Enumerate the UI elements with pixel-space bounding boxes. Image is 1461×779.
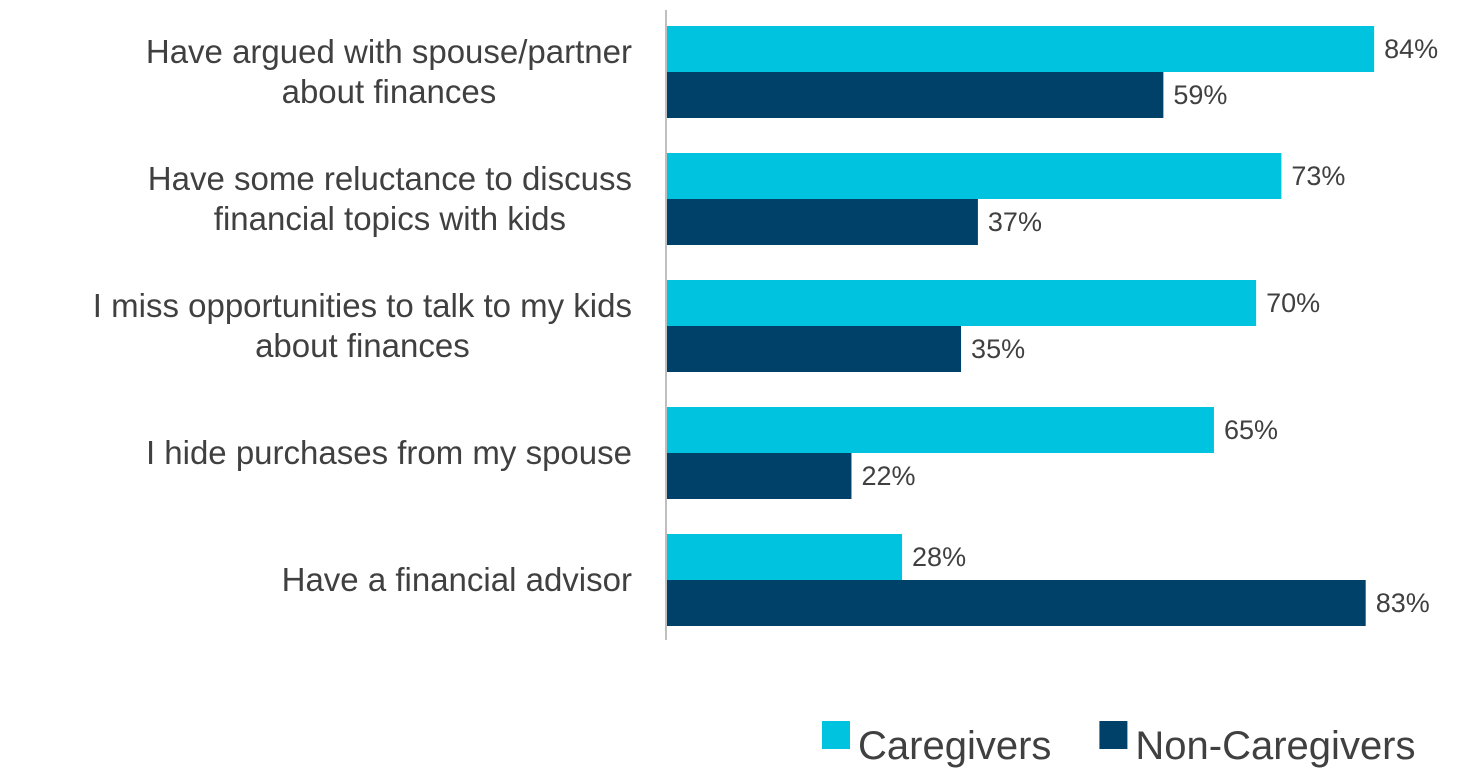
- data-label-caregivers-4: 28%: [912, 542, 966, 572]
- category-label-3: I hide purchases from my spouse: [146, 434, 632, 471]
- bar-non-caregivers-4: [666, 580, 1366, 626]
- legend-swatch-caregivers: [822, 721, 850, 749]
- category-label-2: I miss opportunities to talk to my kids a…: [93, 287, 632, 364]
- data-label-non-caregivers-0: 59%: [1173, 80, 1227, 110]
- bar-caregivers-0: [666, 26, 1375, 72]
- category-labels: Have argued with spouse/partner about fin…: [93, 33, 632, 598]
- category-label-line: financial topics with kids: [214, 200, 566, 237]
- legend-swatch-non-caregivers: [1099, 721, 1128, 749]
- data-label-non-caregivers-2: 35%: [971, 334, 1025, 364]
- data-label-caregivers-0: 84%: [1384, 34, 1438, 64]
- bar-caregivers-3: [666, 407, 1214, 453]
- category-label-4: Have a financial advisor: [282, 561, 632, 598]
- bar-non-caregivers-3: [666, 453, 852, 499]
- category-label-1: Have some reluctance to discuss financial…: [148, 160, 632, 237]
- data-label-caregivers-1: 73%: [1291, 161, 1345, 191]
- data-label-non-caregivers-3: 22%: [861, 461, 915, 491]
- data-label-non-caregivers-1: 37%: [988, 207, 1042, 237]
- bar-caregivers-4: [666, 534, 903, 580]
- data-label-caregivers-3: 65%: [1224, 415, 1278, 445]
- category-label-line: about finances: [282, 73, 497, 110]
- legend-label-caregivers: Caregivers: [858, 724, 1051, 768]
- bars-group: 84% 59% 73% 37% 70% 35% 65% 22% 28% 83%: [666, 26, 1438, 626]
- category-label-line: Have some reluctance to discuss: [148, 160, 632, 197]
- bar-caregivers-2: [666, 280, 1257, 326]
- legend: Caregivers Non-Caregivers: [822, 721, 1416, 768]
- category-label-line: about finances: [255, 327, 470, 364]
- bar-non-caregivers-1: [666, 199, 978, 245]
- category-label-line: Have a financial advisor: [282, 561, 632, 598]
- category-label-0: Have argued with spouse/partner about fin…: [146, 33, 632, 110]
- category-label-line: I hide purchases from my spouse: [146, 434, 632, 471]
- category-label-line: I miss opportunities to talk to my kids: [93, 287, 632, 324]
- bar-non-caregivers-2: [666, 326, 962, 372]
- data-label-non-caregivers-4: 83%: [1376, 588, 1430, 618]
- data-label-caregivers-2: 70%: [1266, 288, 1320, 318]
- legend-label-non-caregivers: Non-Caregivers: [1135, 724, 1415, 768]
- category-label-line: Have argued with spouse/partner: [146, 33, 632, 70]
- bar-non-caregivers-0: [666, 72, 1164, 118]
- bar-caregivers-1: [666, 153, 1282, 199]
